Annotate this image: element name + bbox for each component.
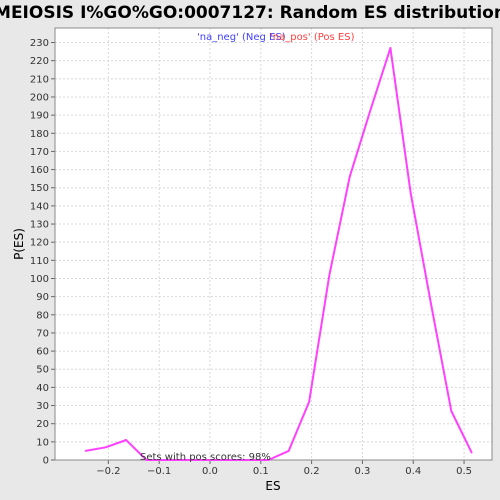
y-tick-label: 180 (30, 129, 49, 140)
data-point (328, 274, 331, 276)
chart-title: MEIOSIS I%GO%GO:0007127: Random ES distr… (0, 3, 500, 23)
data-point (247, 459, 249, 461)
x-tick-label: 0.0 (202, 466, 218, 477)
data-point (430, 303, 432, 305)
y-axis-label: P(ES) (12, 228, 26, 260)
y-tick-label: 20 (36, 419, 49, 430)
y-tick-label: 110 (30, 256, 49, 267)
y-tick-label: 60 (36, 347, 49, 358)
x-tick-label: −0.2 (96, 466, 120, 477)
y-tick-label: 30 (36, 401, 49, 412)
x-tick-label: −0.1 (147, 466, 171, 477)
plot-border (54, 27, 493, 461)
plot-area (55, 28, 492, 460)
y-tick-label: 120 (30, 238, 49, 249)
data-point (186, 459, 188, 461)
data-point (226, 459, 229, 461)
y-tick-label: 90 (36, 292, 49, 303)
x-tick-label: 0.4 (405, 466, 421, 477)
data-point (206, 459, 209, 461)
y-tick-label: 70 (36, 328, 49, 339)
y-tick-label: 230 (30, 38, 49, 49)
pos-scores-annotation: Sets with pos scores: 98% (140, 452, 271, 463)
x-tick-label: 0.5 (456, 466, 472, 477)
data-point (267, 459, 270, 461)
legend-entry-pos: 'na_pos' (Pos ES) (270, 32, 355, 43)
y-tick-label: 80 (36, 310, 49, 321)
data-point (470, 451, 473, 454)
y-tick-label: 130 (30, 220, 49, 231)
data-point (287, 450, 290, 452)
legend: 'na_neg' (Neg ES) 'na_pos' (Pos ES) (197, 32, 355, 43)
y-tick-label: 0 (43, 456, 49, 467)
y-tick-label: 200 (30, 92, 49, 103)
y-tick-label: 40 (36, 383, 49, 394)
x-axis-label: ES (265, 479, 280, 493)
data-point (308, 401, 310, 403)
data-point (105, 446, 107, 449)
data-point (125, 439, 127, 441)
grid (55, 28, 492, 460)
data-point (145, 459, 148, 461)
y-tick-label: 140 (30, 201, 49, 212)
series-layer (84, 47, 473, 461)
axes: 0 10 20 30 40 50 60 70 80 90 100 110 120 130 140 150 160… (30, 27, 493, 477)
y-tick-label: 50 (36, 365, 49, 376)
y-tick-label: 170 (30, 147, 49, 158)
data-point (165, 459, 168, 461)
x-tick-label: 0.3 (354, 466, 370, 477)
y-tick-label: 220 (30, 56, 49, 67)
y-tick-label: 190 (30, 111, 49, 122)
data-point (389, 47, 392, 49)
x-tick-label: 0.2 (304, 466, 320, 477)
x-tick-label: 0.1 (253, 466, 269, 477)
data-point (369, 110, 371, 113)
data-point (409, 192, 412, 194)
y-tick-label: 160 (30, 165, 49, 176)
data-point (84, 450, 87, 452)
y-tick-label: 10 (36, 437, 49, 448)
data-point (348, 176, 351, 178)
y-tick-label: 150 (30, 183, 49, 194)
y-tick-label: 100 (30, 274, 49, 285)
legend-entry-neg: 'na_neg' (Neg ES) (197, 32, 286, 43)
series-line-pos (85, 47, 473, 461)
data-point (450, 410, 453, 412)
y-tick-label: 210 (30, 74, 49, 85)
